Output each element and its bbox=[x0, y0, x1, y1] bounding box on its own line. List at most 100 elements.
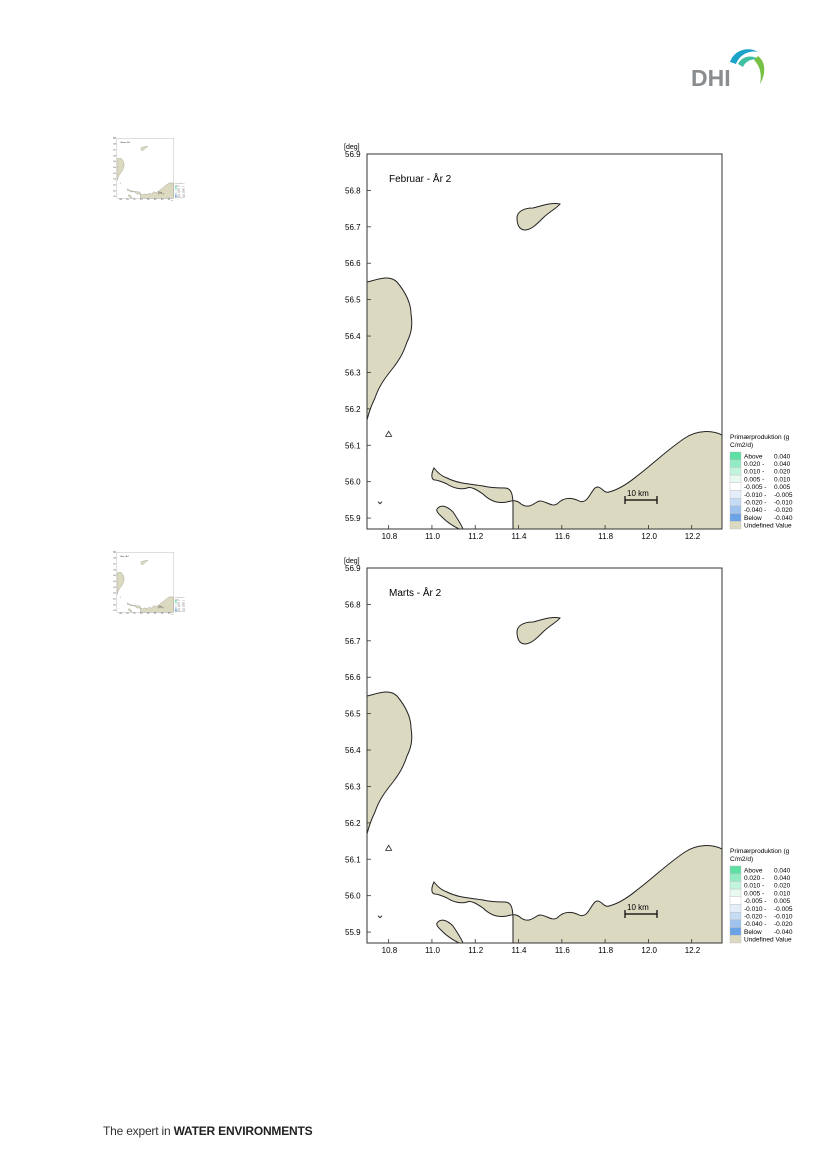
islet-marker bbox=[119, 596, 121, 598]
legend-value: 0.040 bbox=[774, 867, 791, 874]
legend-value: -0.040 bbox=[774, 515, 793, 522]
legend-swatch bbox=[729, 505, 742, 514]
legend-swatch bbox=[174, 188, 177, 190]
legend-label: 0.005 - bbox=[177, 604, 181, 606]
scalebar-label: 10 km bbox=[159, 606, 162, 608]
legend-value: 0.010 bbox=[774, 890, 791, 897]
legend-swatch bbox=[174, 197, 177, 199]
x-tick-label: 11.8 bbox=[598, 946, 614, 953]
legend-label: -0.010 - bbox=[744, 492, 766, 499]
legend-swatch bbox=[174, 193, 177, 195]
legend-label: -0.010 - bbox=[744, 906, 766, 913]
footer-tagline: The expert in WATER ENVIRONMENTS bbox=[103, 1124, 313, 1138]
panel-title: Marts - År 2 bbox=[389, 586, 442, 599]
legend-swatch bbox=[729, 498, 742, 507]
legend-label: 0.010 - bbox=[744, 883, 764, 890]
x-unit-label: [deg] bbox=[171, 614, 174, 616]
legend-label: Below bbox=[744, 515, 762, 522]
legend-label: Undefined Value bbox=[744, 937, 792, 944]
y-tick-label: 56.2 bbox=[113, 593, 116, 595]
land-west-coast bbox=[367, 277, 413, 421]
legend-value: 0.010 bbox=[182, 190, 185, 192]
islet-marker bbox=[377, 501, 383, 505]
x-tick-label: 11.6 bbox=[147, 613, 150, 615]
y-tick-label: 56.0 bbox=[113, 190, 116, 192]
plot-frame bbox=[366, 567, 723, 944]
x-tick-label: 10.8 bbox=[119, 199, 122, 201]
y-tick-label: 55.9 bbox=[345, 928, 361, 937]
x-tick-label: 12.0 bbox=[641, 946, 657, 953]
legend-swatch bbox=[729, 919, 742, 928]
legend-label: 0.005 - bbox=[744, 890, 764, 897]
y-tick-label: 56.7 bbox=[345, 637, 361, 646]
land-island-anholt bbox=[516, 617, 561, 645]
legend-value: -0.010 bbox=[182, 193, 185, 195]
x-tick-label: 11.6 bbox=[555, 946, 571, 953]
legend-value: -0.040 bbox=[774, 929, 793, 936]
x-tick-label: 11.4 bbox=[512, 946, 528, 953]
legend-swatch bbox=[729, 459, 742, 468]
logo-wave-3 bbox=[754, 56, 765, 84]
legend-swatch bbox=[174, 187, 177, 189]
plot-frame bbox=[116, 552, 174, 613]
legend-label: -0.020 - bbox=[744, 914, 766, 921]
y-tick-label: 56.9 bbox=[113, 552, 116, 554]
legend-swatch bbox=[174, 607, 177, 609]
y-tick-label: 56.4 bbox=[345, 746, 361, 755]
land-small-island bbox=[128, 194, 133, 199]
y-tick-label: 56.2 bbox=[345, 405, 361, 414]
x-tick-label: 10.8 bbox=[119, 613, 122, 615]
land-south-east-coast bbox=[127, 182, 174, 199]
legend-value: -0.010 bbox=[774, 914, 793, 921]
thumbnail-map-1: [deg] [deg] 56.9 56.8 56.7 56.6 56.5 56.4 56.3 56… bbox=[111, 136, 299, 301]
y-tick-label: 56.5 bbox=[113, 161, 116, 163]
legend-swatch bbox=[729, 904, 742, 913]
islet-marker bbox=[384, 844, 393, 851]
legend-swatch bbox=[174, 192, 177, 194]
legend-label: Undefined Value bbox=[744, 523, 792, 530]
legend-label: Below bbox=[177, 610, 180, 612]
logo-wave-1 bbox=[730, 49, 758, 64]
legend-label: -0.020 - bbox=[177, 607, 181, 609]
legend-label: Undefined Value bbox=[177, 611, 185, 613]
legend-value: 0.005 bbox=[774, 484, 791, 491]
legend-label: -0.040 - bbox=[177, 195, 181, 197]
legend-swatch bbox=[174, 611, 177, 613]
land-island-anholt bbox=[140, 560, 148, 565]
legend-value: -0.020 bbox=[182, 609, 185, 611]
x-tick-label: 10.8 bbox=[382, 946, 398, 953]
x-tick-label: 11.0 bbox=[126, 199, 129, 201]
legend-label: -0.040 - bbox=[177, 609, 181, 611]
x-tick-label: 11.0 bbox=[425, 946, 441, 953]
legend-value: 0.020 bbox=[182, 603, 185, 605]
islet-marker bbox=[119, 182, 121, 184]
land-layer bbox=[116, 560, 174, 613]
y-tick-label: 56.6 bbox=[345, 259, 361, 268]
land-small-island bbox=[436, 919, 464, 943]
scalebar-label: 10 km bbox=[159, 192, 162, 194]
y-tick-label: 56.4 bbox=[113, 581, 116, 583]
x-unit-label: [deg] bbox=[171, 200, 174, 202]
legend-label: 0.005 - bbox=[744, 476, 764, 483]
dhi-logo: DHI bbox=[691, 49, 765, 91]
legend-label: Above bbox=[744, 453, 763, 460]
legend-title: Primærproduktion (g bbox=[175, 596, 185, 599]
legend-swatch bbox=[729, 873, 742, 882]
legend-label: 0.020 - bbox=[744, 875, 764, 882]
legend-swatch bbox=[729, 927, 742, 936]
x-tick-label: 11.4 bbox=[140, 613, 143, 615]
legend-swatch bbox=[729, 474, 742, 484]
x-tick-label: 11.2 bbox=[468, 532, 484, 539]
x-tick-label: 11.2 bbox=[468, 946, 484, 953]
legend-value: 0.040 bbox=[774, 875, 791, 882]
y-tick-label: 56.3 bbox=[113, 587, 116, 589]
y-tick-label: 56.8 bbox=[113, 558, 116, 560]
legend-value: 0.020 bbox=[774, 469, 791, 476]
legend-swatch bbox=[729, 467, 742, 476]
legend-value: -0.040 bbox=[182, 610, 185, 612]
legend-swatch bbox=[729, 490, 742, 499]
legend-value: 0.040 bbox=[182, 600, 185, 602]
thumbnail-map-2: [deg] [deg] 56.9 56.8 56.7 56.6 56.5 56.4 56.3 56… bbox=[111, 550, 299, 715]
land-west-coast bbox=[367, 691, 413, 835]
y-tick-label: 56.5 bbox=[345, 296, 361, 305]
